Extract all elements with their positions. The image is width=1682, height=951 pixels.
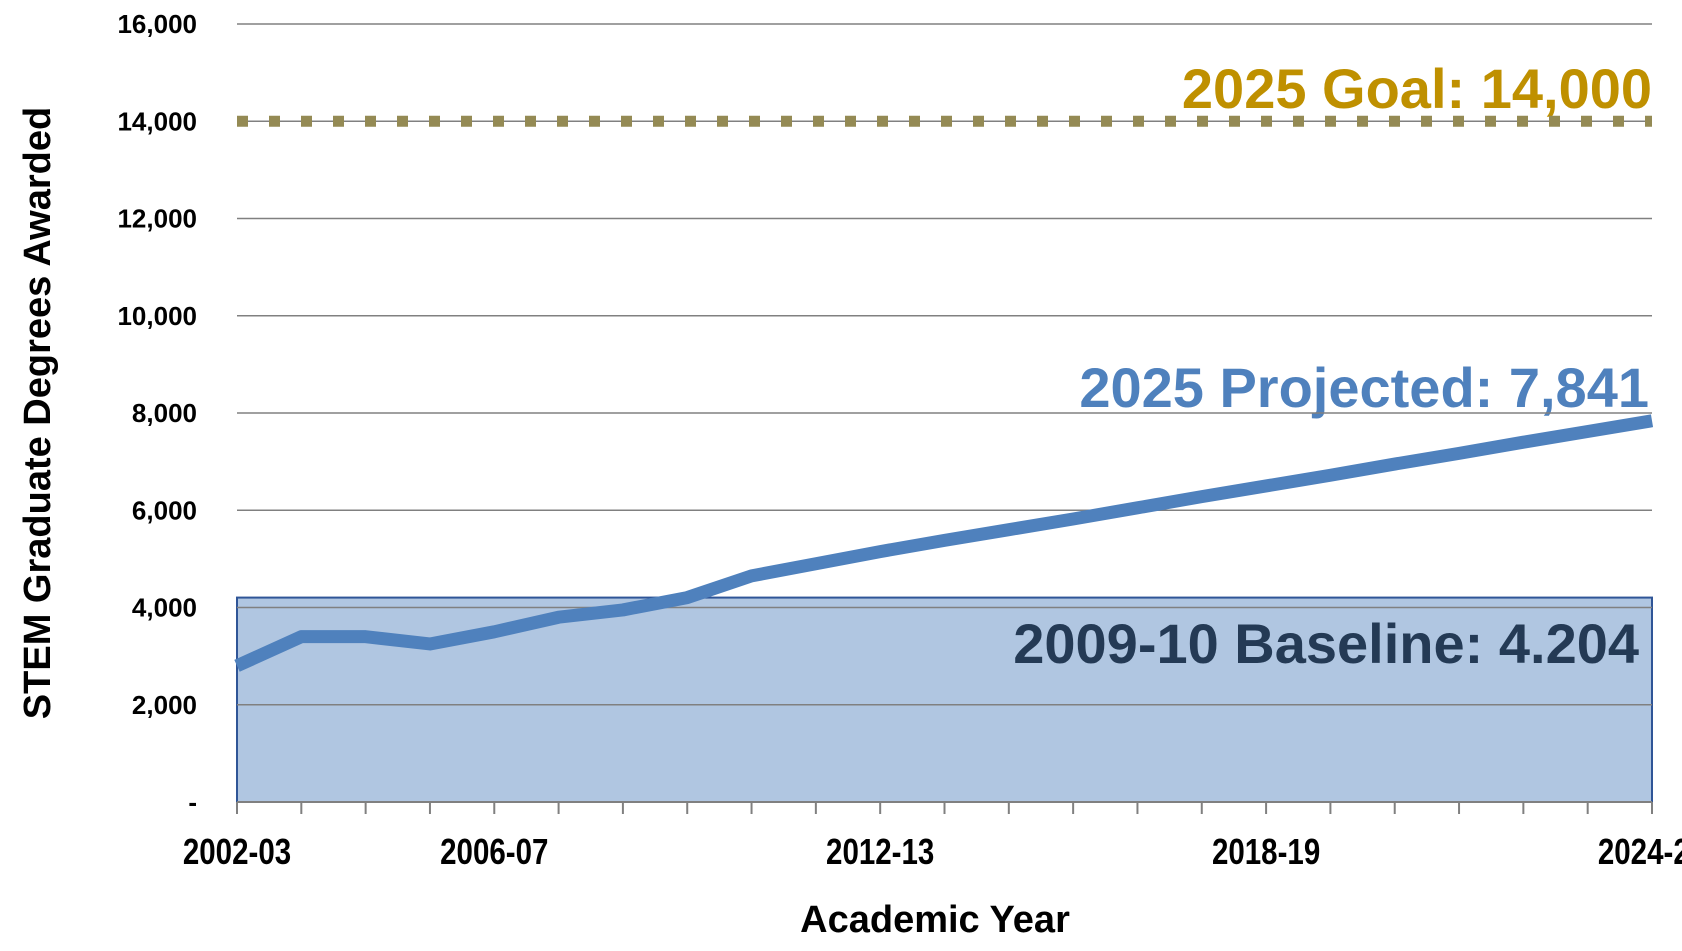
y-tick-label: 14,000 [117,106,197,136]
x-tick-label: 2006-07 [440,831,548,871]
y-tick-label: - [188,787,197,817]
x-axis-title: Academic Year [800,899,1070,941]
y-tick-label: 4,000 [132,593,197,623]
y-tick-label: 6,000 [132,495,197,525]
y-axis-title: STEM Graduate Degrees Awarded [17,107,59,719]
x-tick-label: 2024-25 [1598,831,1682,871]
y-tick-label: 16,000 [117,9,197,39]
y-tick-label: 2,000 [132,690,197,720]
x-tick-label: 2018-19 [1212,831,1320,871]
baseline-label: 2009-10 Baseline: 4.204 [1013,612,1639,675]
y-tick-label: 8,000 [132,398,197,428]
y-tick-label: 10,000 [117,301,197,331]
x-tick-label: 2002-03 [183,831,291,871]
plot: - 2,000 4,000 6,000 8,000 10,000 12,000 14,000 1… [117,9,1682,872]
projected-label: 2025 Projected: 7,841 [1079,356,1649,419]
y-tick-label: 12,000 [117,204,197,234]
x-tick-label: 2012-13 [826,831,934,871]
series-line [234,414,1654,672]
baseline-area [236,596,1653,803]
goal-label: 2025 Goal: 14,000 [1182,57,1652,120]
